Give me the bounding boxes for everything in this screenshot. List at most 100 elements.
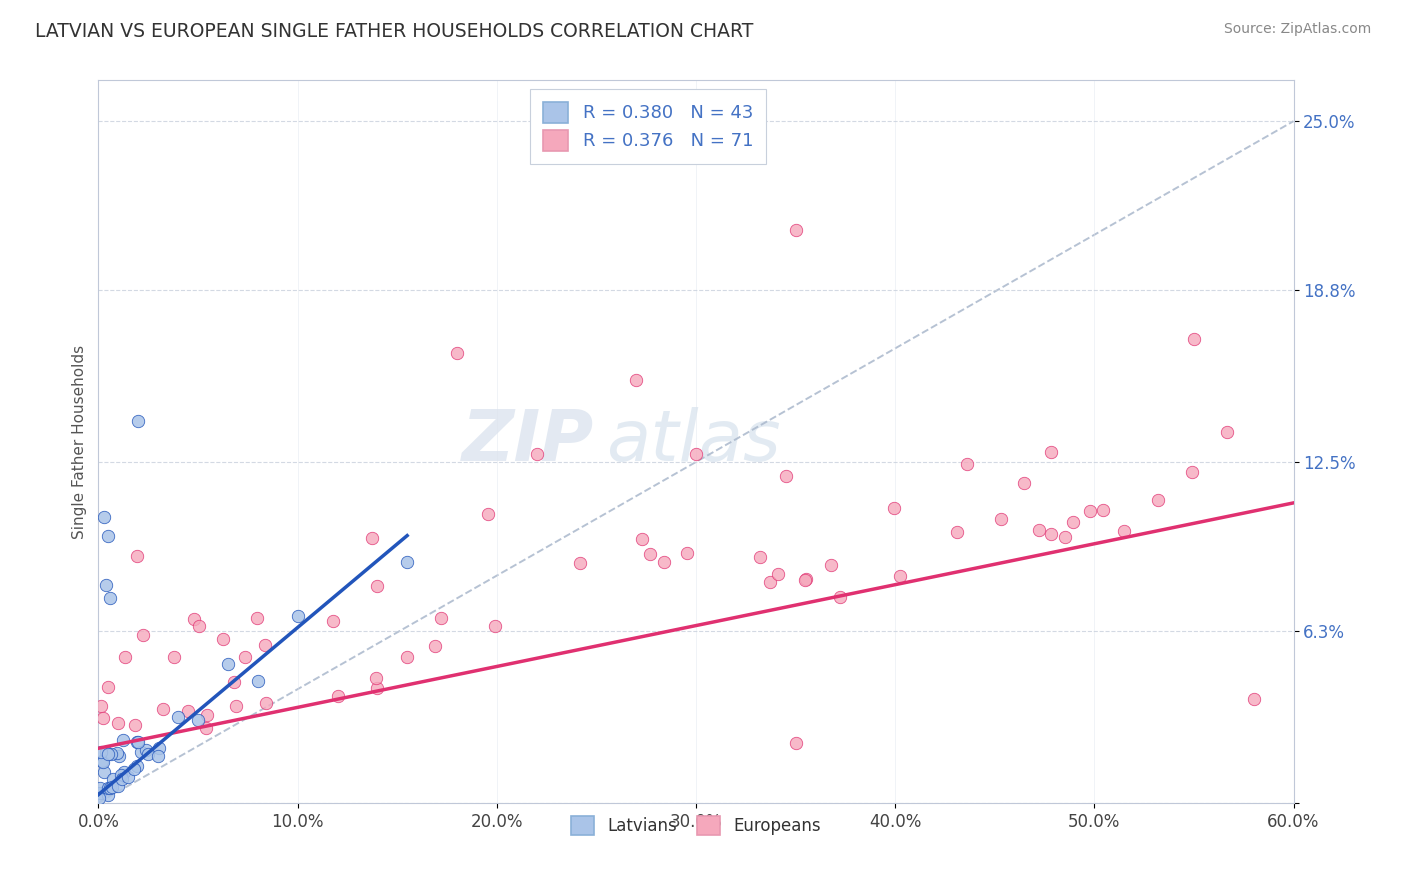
Point [187,713,209,727]
Point [107,779,129,793]
Point [793,573,815,587]
Point [396,555,419,569]
Point [775,468,797,483]
Point [114,650,136,665]
Point [749,549,772,564]
Point [97,788,120,802]
Point [1080,504,1102,518]
Point [148,741,170,756]
Point [652,555,675,569]
Point [124,762,146,776]
Point [1039,526,1062,541]
Legend: Latvians, Europeans: Latvians, Europeans [557,803,835,848]
Point [630,532,652,546]
Point [785,223,807,237]
Point [125,735,148,749]
Point [108,748,131,763]
Point [111,733,134,747]
Point [361,531,384,545]
Point [758,574,780,589]
Point [94,745,117,759]
Point [195,707,218,722]
Point [90,745,112,759]
Point [568,557,591,571]
Point [187,619,209,633]
Point [152,702,174,716]
Point [91,756,114,770]
Point [148,748,170,763]
Point [167,710,190,724]
Point [828,590,851,604]
Point [1012,476,1035,491]
Point [97,528,120,542]
Point [233,650,256,665]
Point [112,764,135,779]
Point [1243,692,1265,706]
Point [98,591,122,606]
Point [135,743,157,757]
Point [364,671,387,685]
Point [889,568,911,582]
Point [1062,516,1084,530]
Point [883,501,905,516]
Point [1053,530,1076,544]
Point [124,718,146,732]
Point [91,710,114,724]
Point [183,612,205,626]
Point [477,507,499,521]
Point [111,772,134,787]
Point [100,747,122,761]
Point [1146,492,1168,507]
Point [1112,524,1135,538]
Point [287,608,309,623]
Point [217,657,239,671]
Point [110,768,132,782]
Point [97,747,120,761]
Point [1091,503,1114,517]
Point [127,414,149,428]
Point [1216,425,1239,440]
Point [127,734,149,748]
Point [254,638,277,652]
Point [685,447,707,461]
Text: LATVIAN VS EUROPEAN SINGLE FATHER HOUSEHOLDS CORRELATION CHART: LATVIAN VS EUROPEAN SINGLE FATHER HOUSEH… [35,22,754,41]
Point [225,698,247,713]
Point [107,715,129,730]
Point [222,675,245,690]
Point [395,650,418,665]
Point [246,673,269,688]
Point [131,628,153,642]
Point [1181,465,1204,479]
Point [89,780,111,795]
Point [163,649,186,664]
Point [246,611,269,625]
Point [484,619,506,633]
Point [366,681,388,695]
Point [129,745,152,759]
Text: ZIP: ZIP [463,407,595,476]
Point [946,524,969,539]
Y-axis label: Single Father Households: Single Father Households [72,344,87,539]
Point [93,509,115,524]
Point [956,457,979,471]
Point [254,696,277,710]
Point [768,567,790,582]
Point [96,577,118,591]
Text: atlas: atlas [606,407,780,476]
Text: Source: ZipAtlas.com: Source: ZipAtlas.com [1223,22,1371,37]
Point [101,780,124,794]
Point [177,704,200,718]
Point [446,346,468,360]
Point [212,632,235,646]
Point [423,639,446,653]
Point [89,791,111,805]
Point [638,548,661,562]
Point [98,780,121,795]
Point [322,614,344,628]
Point [97,680,120,694]
Point [105,746,128,760]
Point [990,512,1012,526]
Point [820,558,842,572]
Point [93,765,115,780]
Point [794,572,817,586]
